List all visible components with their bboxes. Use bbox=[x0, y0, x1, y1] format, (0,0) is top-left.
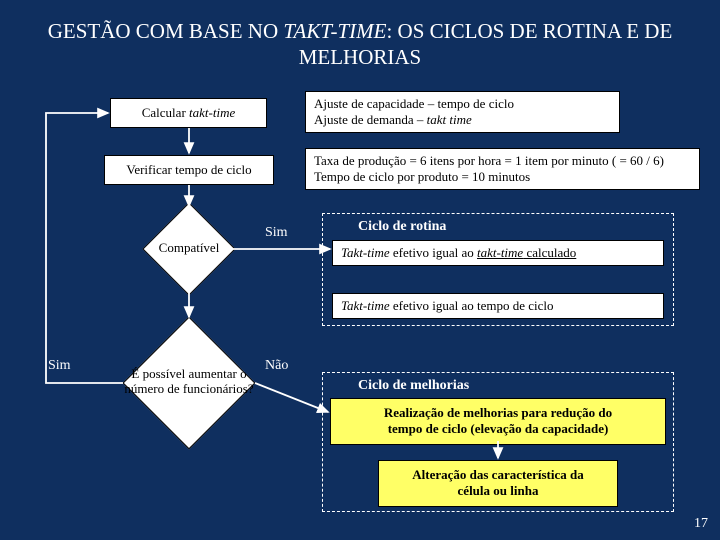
step-calcular: Calcular takt-time bbox=[110, 98, 267, 128]
page-title: GESTÃO COM BASE NO TAKT-TIME: OS CICLOS … bbox=[0, 0, 720, 79]
label-sim-1: Sim bbox=[265, 225, 288, 241]
step-verificar: Verificar tempo de ciclo bbox=[104, 155, 274, 185]
routine-header: Ciclo de rotina bbox=[358, 219, 446, 235]
routine-box-2: Takt-time efetivo igual ao tempo de cicl… bbox=[332, 293, 664, 319]
improvement-header: Ciclo de melhorias bbox=[358, 378, 469, 394]
improvement-box-2: Alteração das característica dacélula ou… bbox=[378, 460, 618, 507]
note-taxa: Taxa de produção = 6 itens por hora = 1 … bbox=[305, 148, 700, 190]
routine-box-1: Takt-time efetivo igual ao takt-time cal… bbox=[332, 240, 664, 266]
label-nao: Não bbox=[265, 358, 288, 374]
label-sim-2: Sim bbox=[48, 358, 71, 374]
improvement-box-1: Realização de melhorias para redução dot… bbox=[330, 398, 666, 445]
note-ajuste: Ajuste de capacidade – tempo de ciclo Aj… bbox=[305, 91, 620, 133]
page-number: 17 bbox=[694, 516, 708, 532]
decision-compativel bbox=[142, 202, 235, 295]
decision-funcionarios bbox=[123, 317, 256, 450]
